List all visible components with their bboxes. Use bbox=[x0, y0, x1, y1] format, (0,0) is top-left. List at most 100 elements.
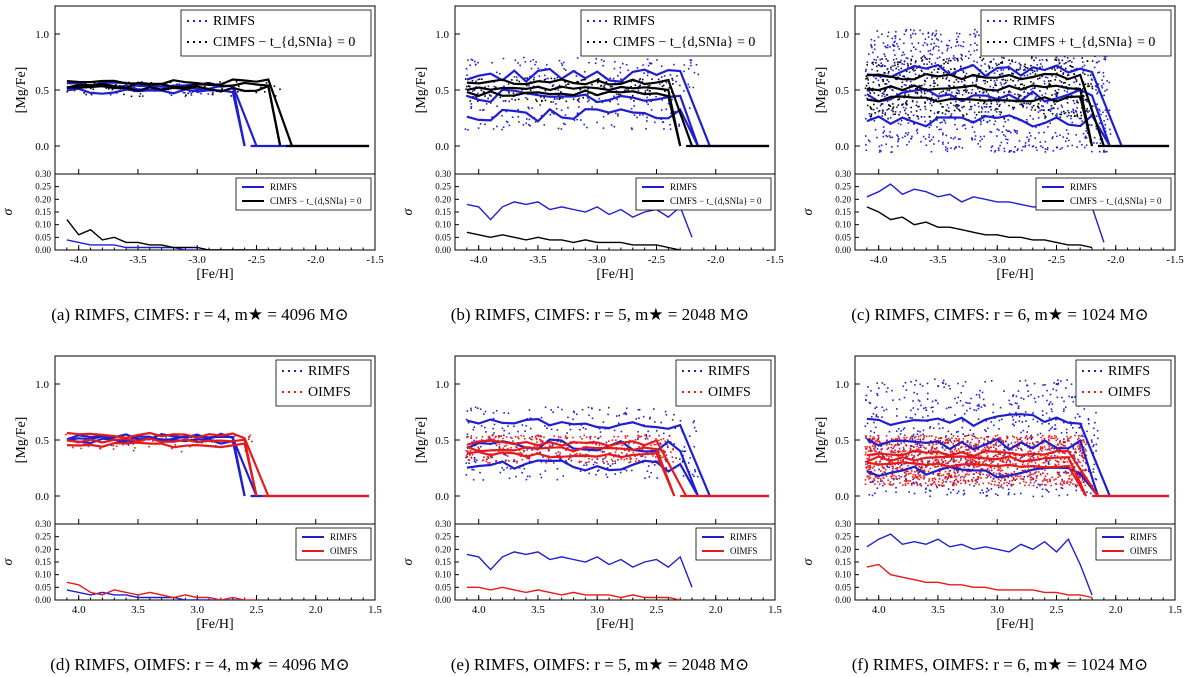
scatter-point bbox=[1069, 451, 1072, 453]
scatter-point bbox=[567, 458, 570, 460]
scatter-point bbox=[999, 472, 1002, 475]
scatter-point bbox=[1059, 134, 1061, 137]
scatter-point bbox=[987, 111, 990, 113]
line-RIMFS-lower bbox=[466, 107, 699, 147]
scatter-point bbox=[498, 435, 500, 437]
scatter-point bbox=[931, 400, 934, 403]
scatter-point bbox=[1032, 412, 1034, 414]
scatter-point bbox=[200, 92, 202, 95]
scatter-point bbox=[171, 447, 173, 450]
sigma-line-RIMFS bbox=[466, 551, 693, 588]
scatter-point bbox=[499, 435, 501, 437]
y-axis-label-bottom: σ bbox=[801, 557, 816, 565]
scatter-point bbox=[1047, 84, 1050, 87]
scatter-point bbox=[903, 448, 905, 451]
scatter-point bbox=[1046, 399, 1048, 402]
scatter-point bbox=[630, 127, 633, 129]
scatter-point bbox=[984, 63, 986, 65]
scatter-point bbox=[995, 111, 998, 113]
scatter-point bbox=[872, 81, 875, 83]
scatter-point bbox=[1086, 60, 1089, 63]
scatter-point bbox=[935, 399, 937, 402]
scatter-point bbox=[587, 406, 590, 409]
scatter-point bbox=[928, 136, 930, 138]
scatter-point bbox=[994, 109, 996, 111]
scatter-point bbox=[211, 93, 214, 96]
scatter-point bbox=[667, 102, 670, 105]
scatter-point bbox=[882, 466, 884, 469]
scatter-point bbox=[664, 450, 666, 453]
scatter-point bbox=[939, 102, 942, 105]
scatter-point bbox=[529, 475, 531, 478]
scatter-point bbox=[891, 146, 893, 148]
scatter-point bbox=[1053, 67, 1056, 69]
scatter-point bbox=[879, 76, 882, 79]
scatter-point bbox=[647, 465, 650, 467]
scatter-point bbox=[941, 447, 944, 449]
scatter-point bbox=[925, 58, 928, 60]
scatter-point bbox=[640, 435, 643, 438]
scatter-point bbox=[878, 145, 881, 148]
scatter-point bbox=[609, 100, 611, 103]
scatter-point bbox=[911, 454, 913, 456]
scatter-point bbox=[1092, 427, 1095, 430]
scatter-point bbox=[876, 394, 879, 397]
scatter-point bbox=[650, 471, 652, 474]
scatter-point bbox=[579, 428, 581, 431]
scatter-point bbox=[1087, 419, 1090, 421]
scatter-point bbox=[1058, 442, 1061, 444]
scatter-point bbox=[953, 73, 956, 76]
scatter-point bbox=[536, 100, 538, 103]
scatter-point bbox=[528, 107, 530, 110]
scatter-point bbox=[647, 85, 649, 88]
scatter-point bbox=[1012, 423, 1014, 425]
scatter-point bbox=[923, 446, 925, 448]
scatter-point bbox=[915, 88, 917, 90]
scatter-point bbox=[465, 474, 468, 476]
scatter-point bbox=[923, 54, 925, 57]
y-tick-label-top: 0.0 bbox=[435, 491, 449, 503]
scatter-point bbox=[1039, 109, 1041, 112]
scatter-point bbox=[1032, 495, 1035, 498]
scatter-point bbox=[112, 444, 115, 447]
scatter-point bbox=[1070, 94, 1073, 97]
scatter-point bbox=[487, 462, 489, 464]
scatter-point bbox=[1096, 92, 1098, 95]
scatter-point bbox=[1099, 109, 1101, 112]
scatter-point bbox=[1060, 65, 1062, 68]
scatter-point bbox=[111, 88, 114, 91]
scatter-point bbox=[962, 479, 965, 482]
scatter-point bbox=[611, 460, 614, 462]
scatter-point bbox=[994, 493, 997, 495]
scatter-point bbox=[647, 103, 649, 106]
scatter-point bbox=[621, 62, 624, 65]
y-axis-label-top: [Mg/Fe] bbox=[414, 67, 429, 114]
scatter-point bbox=[889, 45, 891, 48]
scatter-point bbox=[591, 458, 593, 461]
scatter-point bbox=[1007, 130, 1010, 133]
scatter-point bbox=[523, 467, 526, 470]
scatter-point bbox=[935, 32, 938, 35]
scatter-point bbox=[1064, 406, 1067, 408]
scatter-point bbox=[576, 112, 579, 115]
scatter-point bbox=[507, 83, 510, 85]
y-tick-label-bottom: 0.05 bbox=[35, 582, 51, 592]
scatter-point bbox=[650, 62, 653, 65]
line-CIMFS-upper bbox=[66, 78, 294, 147]
scatter-point bbox=[1062, 440, 1065, 443]
scatter-point bbox=[932, 427, 935, 430]
scatter-point bbox=[489, 453, 492, 455]
scatter-point bbox=[942, 106, 945, 108]
scatter-point bbox=[929, 115, 931, 118]
scatter-point bbox=[1078, 426, 1080, 429]
scatter-point bbox=[1070, 481, 1072, 484]
scatter-point bbox=[893, 45, 896, 47]
scatter-point bbox=[892, 113, 895, 116]
scatter-point bbox=[490, 438, 493, 441]
scatter-point bbox=[873, 478, 875, 480]
y-tick-label-bottom: 0.30 bbox=[435, 519, 451, 529]
scatter-point bbox=[598, 444, 601, 447]
scatter-point bbox=[479, 123, 482, 125]
scatter-point bbox=[1031, 442, 1034, 444]
scatter-point bbox=[867, 386, 869, 388]
